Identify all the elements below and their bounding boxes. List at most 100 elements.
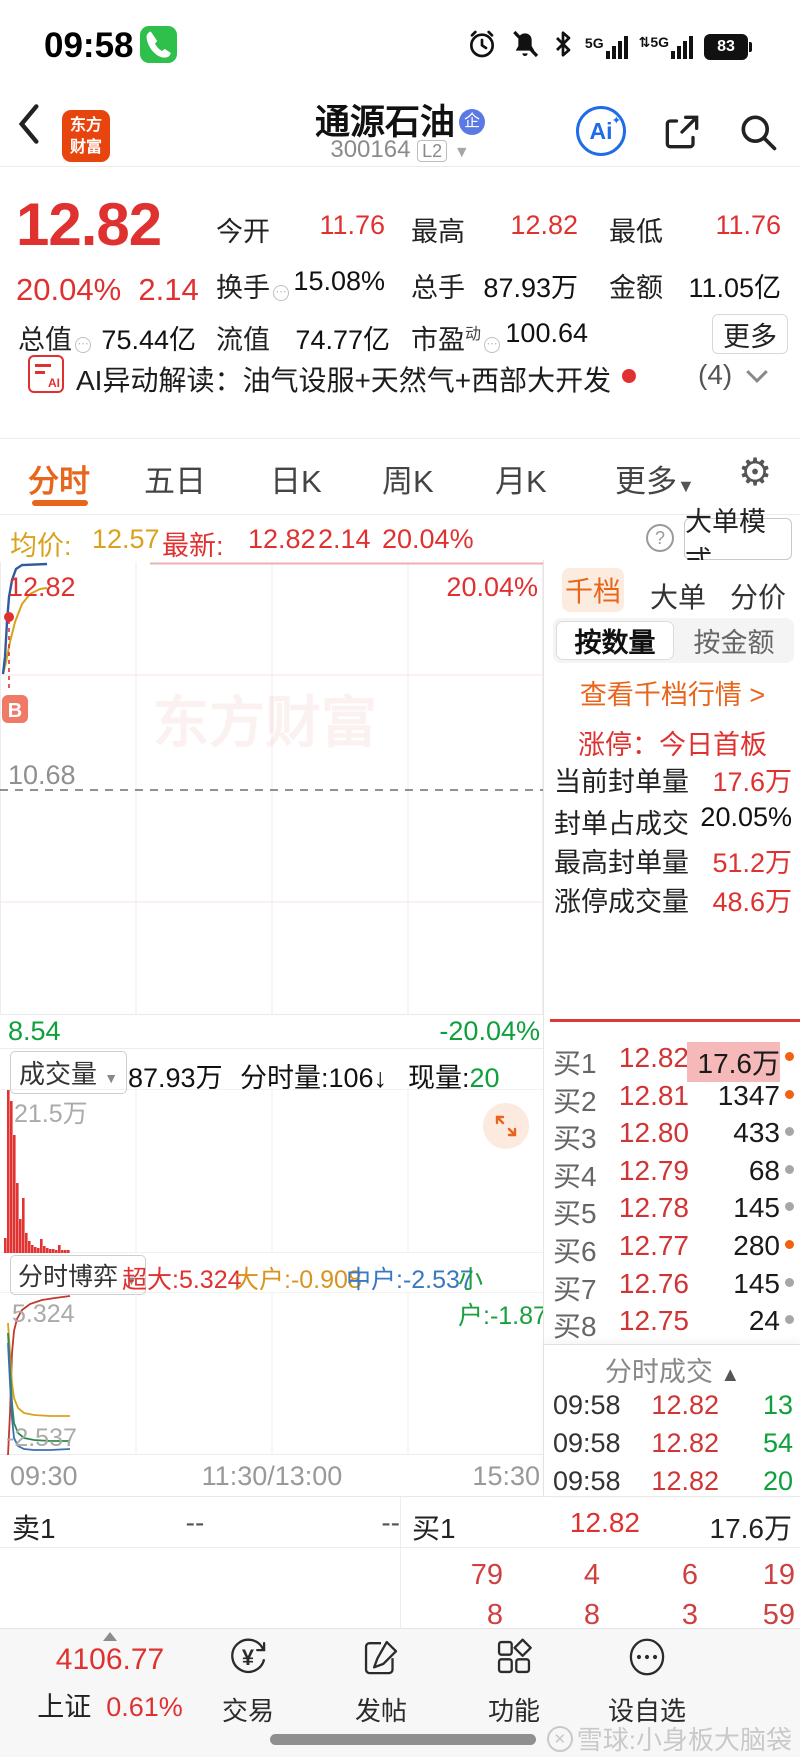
- nav-watchlist[interactable]: 设自选: [592, 1634, 702, 1728]
- queue-value: 8: [583, 1599, 600, 1631]
- tab-active-underline: [32, 500, 88, 506]
- back-button[interactable]: [14, 102, 44, 151]
- latest-pct: 20.04%: [382, 524, 474, 554]
- bid-row-6[interactable]: 买6 12.77 280: [544, 1226, 800, 1267]
- panel-tab-bigorder[interactable]: 大单: [650, 582, 707, 613]
- bid-row-4[interactable]: 买4 12.79 68: [544, 1151, 800, 1192]
- battery-icon: 83: [704, 33, 752, 60]
- panel-tab-priceband[interactable]: 分价: [730, 582, 787, 613]
- bid-list: 买1 12.82 17.6万 买2 12.81 1347 买3 12.80 433 买…: [544, 1038, 800, 1380]
- bid-row-5[interactable]: 买5 12.78 145: [544, 1188, 800, 1229]
- panel-tab-thousand[interactable]: 千档: [562, 568, 624, 612]
- stat-label: 最高: [411, 217, 465, 247]
- ask1-volume: --: [381, 1507, 400, 1538]
- bid-row-3[interactable]: 买3 12.80 433: [544, 1113, 800, 1154]
- avg-latest-row: 均价: 12.57 最新: 12.82 2.14 20.04% ? 大单模式: [0, 507, 800, 576]
- fundflow-pane[interactable]: 5.324 -2.537: [0, 1293, 543, 1456]
- avg-value: 12.57: [92, 524, 160, 554]
- chart-high-label: 12.82: [8, 572, 76, 602]
- order-dot: [785, 1052, 794, 1061]
- big-order-mode-button[interactable]: 大单模式: [684, 507, 792, 576]
- order-panel: 千档 大单 分价 按数量 按金额 查看千档行情 > 涨停：今日首板 当前封单量 …: [543, 560, 800, 1496]
- volume-dropdown[interactable]: 成交量 ▼: [10, 1051, 128, 1094]
- last-price: 12.82: [16, 191, 162, 258]
- panel-stat-value: 17.6万: [712, 767, 792, 797]
- stat-label: 流值: [216, 325, 270, 355]
- toggle-by-quantity[interactable]: 按数量: [556, 621, 674, 660]
- bid-row-1[interactable]: 买1 12.82 17.6万: [544, 1038, 800, 1082]
- trade-yuan-icon: ¥: [225, 1634, 271, 1685]
- status-bar: 09:58 5G ⇅5G 83: [0, 0, 800, 84]
- search-icon[interactable]: [736, 110, 780, 159]
- info-icon: ⋯: [75, 337, 91, 353]
- tick-row: 09:58 12.82 13: [553, 1390, 793, 1420]
- fundflow-dropdown[interactable]: 分时博弈 ▼: [10, 1255, 146, 1295]
- nav-functions[interactable]: 功能: [459, 1634, 569, 1728]
- ai-alert-row[interactable]: AI AI异动解读：油气设服+天然气+西部大开发 (4): [0, 345, 800, 437]
- queue-value: 3: [681, 1599, 698, 1631]
- chevron-down-icon[interactable]: [744, 367, 770, 390]
- stat-label: 最低: [609, 217, 663, 247]
- help-icon[interactable]: ?: [646, 524, 674, 552]
- latest-chg: 2.14: [318, 524, 371, 554]
- strip-divider: [400, 1497, 401, 1629]
- thousand-quote-link[interactable]: 查看千档行情 >: [579, 680, 766, 710]
- order-dot: [785, 1202, 794, 1212]
- share-icon[interactable]: [660, 110, 704, 159]
- limit-up-status: 涨停：今日首板: [578, 730, 767, 760]
- bid1-label: 买1: [412, 1513, 456, 1544]
- pencil-post-icon: [358, 1634, 404, 1685]
- phone-icon: [140, 26, 177, 63]
- index-pct: 0.61%: [106, 1692, 183, 1722]
- stock-code[interactable]: 300164 L2 ▼: [330, 136, 470, 163]
- order-dot: [785, 1315, 794, 1325]
- tab-minute[interactable]: 分时: [28, 464, 90, 499]
- more-button[interactable]: 更多: [712, 314, 788, 354]
- svg-text:¥: ¥: [242, 1645, 255, 1670]
- order-dot: [785, 1239, 794, 1249]
- toggle-by-amount[interactable]: 按金额: [693, 628, 775, 658]
- grid-apps-icon: [491, 1634, 537, 1685]
- signal2-5g-icon: ⇅5G: [639, 34, 693, 59]
- volume-pane[interactable]: 21.5万: [0, 1090, 543, 1253]
- ai-doc-icon: AI: [28, 355, 64, 393]
- nav-index-block[interactable]: 4106.77 上证 0.61%: [20, 1632, 200, 1724]
- info-icon: ⋯: [273, 285, 289, 301]
- alert-red-dot: [622, 369, 636, 383]
- panel-stat-value: 48.6万: [712, 887, 792, 917]
- stat-value: 11.76: [319, 210, 385, 240]
- nav-trade[interactable]: ¥ 交易: [193, 1634, 303, 1728]
- fund-mid: 中户:-2.537: [346, 1266, 474, 1294]
- tick-trades-header[interactable]: 分时成交 ▲: [604, 1357, 741, 1387]
- panel-stat-value: 51.2万: [712, 848, 792, 878]
- bid-separator-line: [550, 1019, 800, 1022]
- bid-row-8[interactable]: 买8 12.75 24: [544, 1301, 800, 1342]
- stat-value: 75.44亿: [101, 325, 196, 355]
- tab-daily-k[interactable]: 日K: [270, 464, 322, 499]
- info-icon: ⋯: [484, 337, 501, 353]
- fundflow-header: 分时博弈 ▼ 超大:5.324 大户:-0.908 中户:-2.537 小户:-…: [0, 1255, 561, 1330]
- tab-5day[interactable]: 五日: [144, 464, 206, 499]
- minute-volume: 分时量:106↓: [240, 1063, 388, 1093]
- bid-row-7[interactable]: 买7 12.76 145: [544, 1264, 800, 1305]
- minute-chart[interactable]: 东方财富 B 12.82 20.04% 10.68: [0, 562, 543, 1015]
- stat-value: 11.05亿: [688, 273, 781, 303]
- nav-post[interactable]: 发帖: [326, 1634, 436, 1728]
- bid1-volume: 17.6万: [709, 1513, 793, 1544]
- stock-title: 通源石油企: [200, 94, 600, 145]
- tab-more[interactable]: 更多▼: [615, 464, 695, 499]
- bluetooth-icon: [552, 29, 574, 64]
- tab-weekly-k[interactable]: 周K: [382, 464, 434, 499]
- tab-monthly-k[interactable]: 月K: [495, 464, 547, 499]
- tick-row: 09:58 12.82 20: [553, 1466, 793, 1496]
- expand-icon[interactable]: [483, 1103, 529, 1149]
- fundflow-scale-top: 5.324: [12, 1300, 75, 1328]
- ellipsis-circle-icon: [624, 1634, 670, 1685]
- ai-assistant-button[interactable]: Ai ✦: [576, 106, 626, 156]
- gear-icon[interactable]: ⚙: [738, 452, 773, 494]
- queue-value: 6: [681, 1559, 698, 1591]
- bid-row-2[interactable]: 买2 12.81 1347: [544, 1076, 800, 1117]
- status-time: 09:58: [44, 26, 134, 65]
- volume-scale-label: 21.5万: [14, 1100, 88, 1128]
